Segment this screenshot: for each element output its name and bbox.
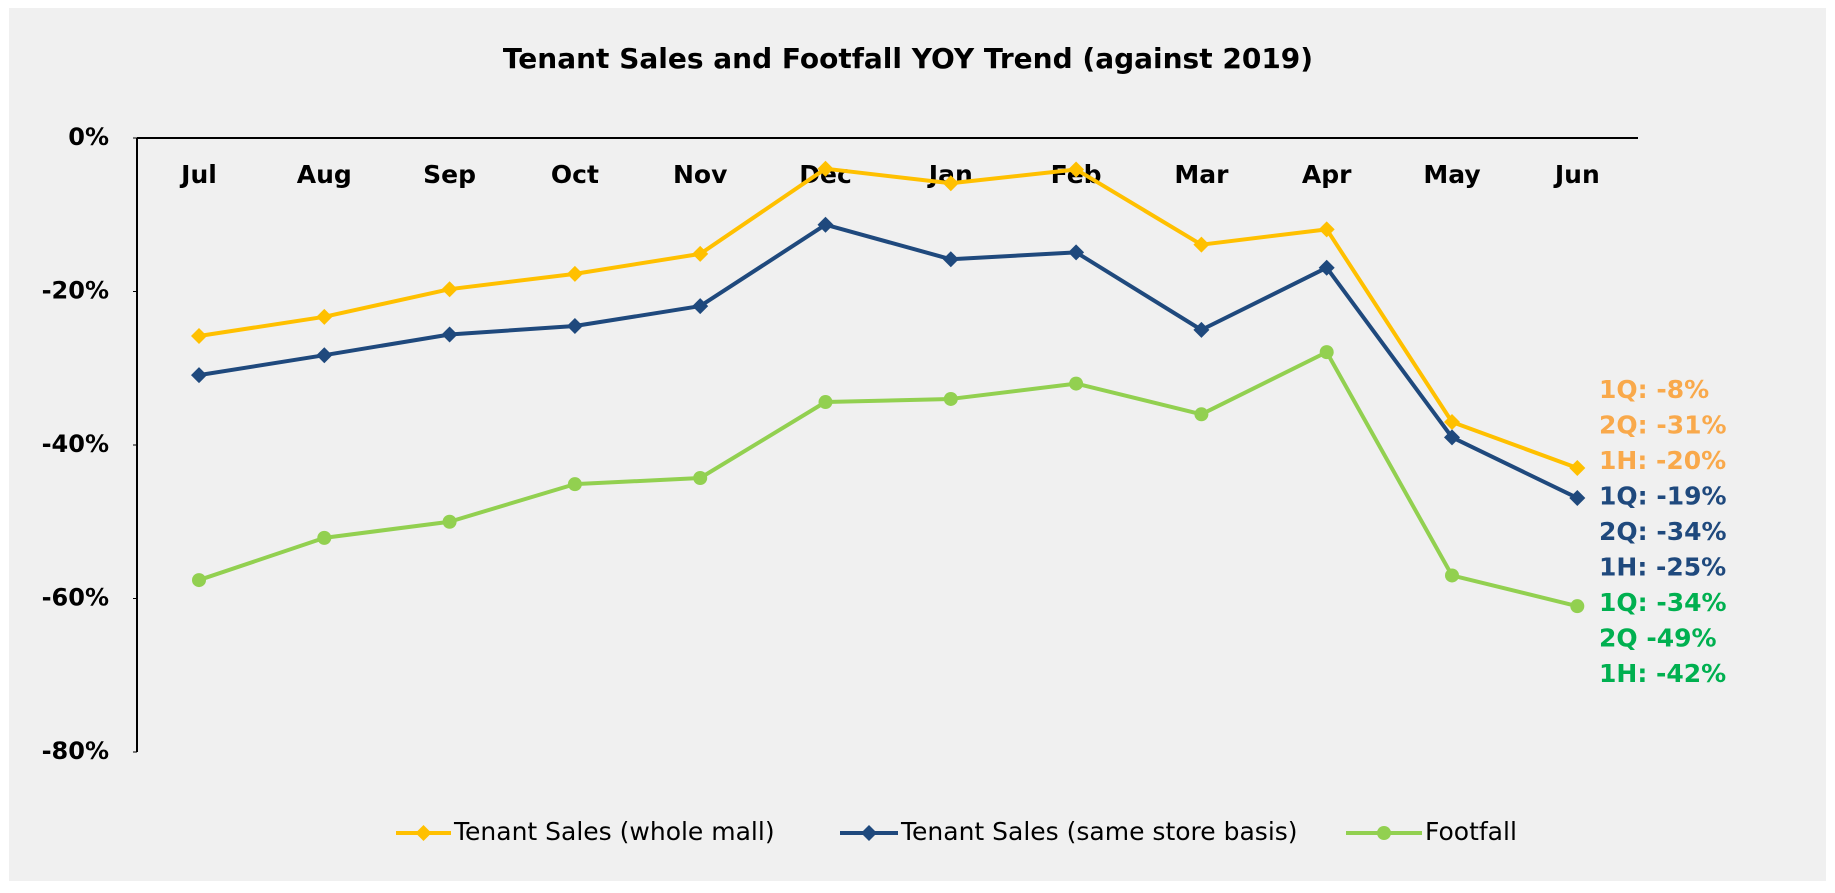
point-marker [1068, 244, 1085, 261]
point-marker [316, 308, 333, 325]
point-marker [567, 477, 582, 492]
y-tick-label: -20% [42, 277, 109, 305]
point-marker [942, 251, 959, 268]
legend-label: Tenant Sales (whole mall) [453, 817, 775, 846]
point-marker [692, 298, 709, 315]
point-marker [818, 395, 833, 410]
legend-marker [1377, 826, 1391, 840]
y-tick-label: -60% [42, 584, 109, 612]
point-marker [1445, 568, 1459, 583]
point-marker [1069, 376, 1084, 391]
point-marker [1569, 460, 1586, 477]
annotation: 1H: -42% [1599, 659, 1726, 688]
x-tick-label: Mar [1174, 160, 1229, 189]
x-tick-label: Apr [1302, 160, 1352, 189]
point-marker [817, 216, 834, 233]
annotation: 1Q: -19% [1599, 482, 1727, 511]
y-tick-label: -40% [42, 430, 109, 458]
legend-marker [415, 825, 432, 841]
x-tick-label: Sep [423, 160, 476, 189]
point-marker [1318, 259, 1335, 276]
chart-title: Tenant Sales and Footfall YOY Trend (aga… [503, 42, 1313, 75]
point-marker [441, 326, 458, 343]
annotation: 1H: -20% [1599, 446, 1726, 475]
series-line [198, 166, 1578, 470]
point-marker [566, 318, 583, 335]
annotation: 1H: -25% [1599, 553, 1726, 582]
point-marker [692, 245, 709, 262]
point-marker [942, 175, 959, 192]
annotation: 1Q: -34% [1599, 588, 1727, 617]
annotation: 2Q: -34% [1599, 517, 1727, 546]
legend-label: Tenant Sales (same store basis) [900, 817, 1298, 846]
point-marker [316, 347, 333, 364]
x-tick-label: Jul [179, 160, 217, 189]
legend-label: Footfall [1425, 817, 1517, 846]
point-marker [817, 160, 834, 177]
annotation: 1Q: -8% [1599, 375, 1709, 404]
series-line [198, 222, 1579, 500]
point-marker [1444, 429, 1460, 446]
y-tick-label: 0% [68, 123, 109, 151]
point-marker [441, 281, 458, 298]
series-line [198, 350, 1578, 609]
point-marker [192, 573, 206, 588]
point-marker [1068, 161, 1085, 178]
legend-marker [861, 825, 877, 841]
point-marker [1193, 321, 1210, 338]
point-marker [1570, 599, 1585, 614]
x-tick-label: Nov [673, 160, 727, 189]
point-marker [317, 530, 332, 545]
point-marker [693, 471, 708, 486]
y-tick-label: -80% [42, 737, 109, 765]
point-marker [1444, 413, 1460, 430]
point-marker [566, 265, 583, 282]
chart-background [9, 8, 1826, 881]
point-marker [1194, 407, 1209, 422]
x-tick-label: May [1423, 160, 1480, 189]
point-marker [1318, 221, 1335, 238]
x-tick-label: Jun [1553, 160, 1600, 189]
point-marker [191, 328, 207, 345]
x-tick-label: Aug [297, 160, 352, 189]
point-marker [1569, 489, 1586, 506]
point-marker [1193, 236, 1210, 253]
annotation: 2Q: -31% [1599, 411, 1727, 440]
point-marker [191, 367, 207, 384]
point-marker [442, 514, 457, 529]
annotation: 2Q -49% [1599, 624, 1717, 653]
point-marker [1319, 345, 1334, 360]
point-marker [943, 391, 958, 406]
x-tick-label: Oct [551, 160, 599, 189]
